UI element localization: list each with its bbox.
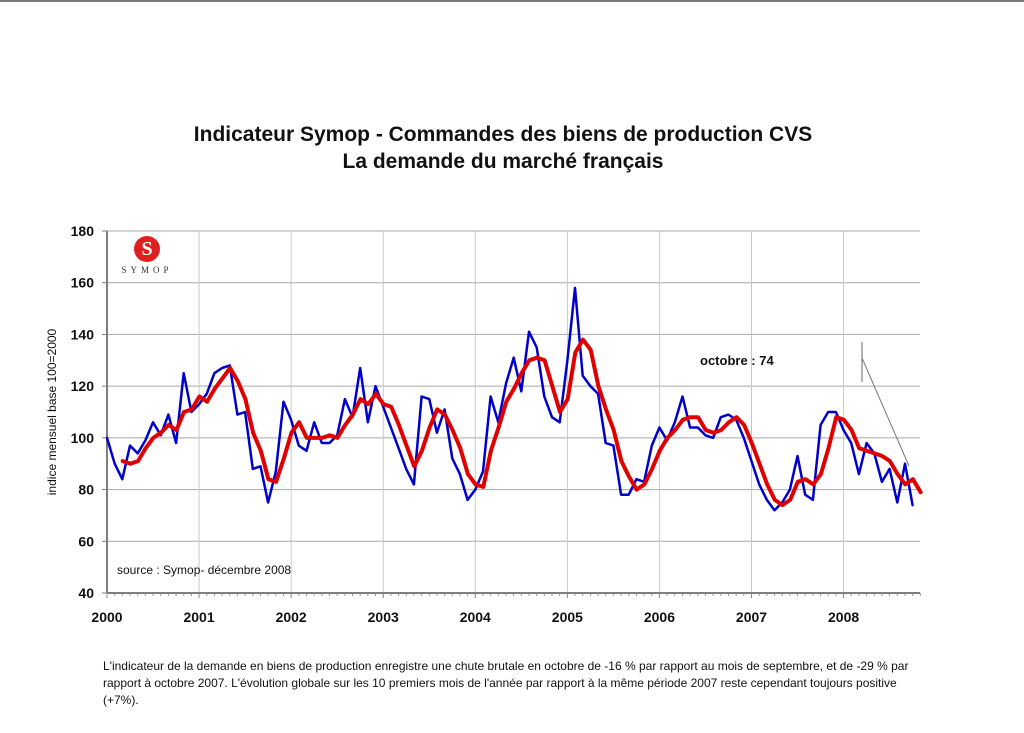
y-tick-label: 120: [71, 378, 95, 394]
top-border: [0, 0, 1024, 2]
x-tick-label: 2003: [368, 609, 399, 625]
symop-logo-text: SYMOP: [121, 265, 173, 275]
annotation-arrow: [861, 357, 910, 467]
y-tick-label: 140: [71, 326, 95, 342]
x-tick-label: 2005: [552, 609, 583, 625]
y-tick-label: 80: [78, 482, 94, 498]
symop-logo: S SYMOP: [115, 236, 179, 275]
source-annotation: source : Symop- décembre 2008: [117, 563, 292, 577]
y-tick-label: 160: [71, 275, 95, 291]
y-tick-label: 180: [71, 223, 95, 239]
x-tick-label: 2000: [91, 609, 122, 625]
y-tick-label: 60: [78, 533, 94, 549]
x-tick-label: 2001: [183, 609, 214, 625]
y-tick-label: 40: [78, 585, 94, 601]
october-annotation: octobre : 74: [700, 353, 774, 368]
x-tick-label: 2004: [460, 609, 491, 625]
y-tick-label: 100: [71, 430, 95, 446]
series-line-moving-average: [120, 337, 923, 508]
footnote-text: L'indicateur de la demande en biens de p…: [103, 659, 909, 707]
x-tick-label: 2007: [736, 609, 767, 625]
x-tick-label: 2002: [276, 609, 307, 625]
x-tick-label: 2008: [828, 609, 859, 625]
series-line-monthly: [105, 286, 914, 512]
symop-logo-icon: S: [134, 236, 160, 262]
x-tick-label: 2006: [644, 609, 675, 625]
chart-title: Indicateur Symop - Commandes des biens d…: [193, 123, 813, 146]
chart-subtitle: La demande du marché français: [342, 150, 664, 173]
y-axis-label: indice mensuel base 100=2000: [45, 328, 59, 496]
